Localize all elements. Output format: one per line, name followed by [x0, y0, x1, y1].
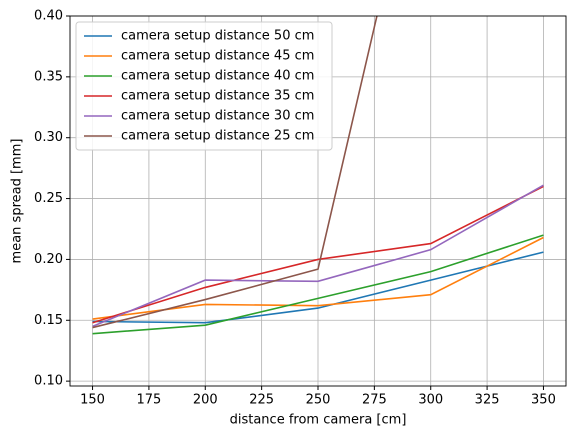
y-tick-label: 0.40 [34, 9, 63, 24]
y-axis-label: mean spread [mm] [10, 139, 25, 264]
legend-label: camera setup distance 40 cm [121, 69, 314, 84]
legend-box [75, 21, 333, 151]
x-tick-label: 300 [418, 393, 443, 408]
x-tick-label: 325 [475, 393, 500, 408]
legend-label: camera setup distance 30 cm [121, 109, 314, 124]
y-tick-label: 0.35 [34, 69, 63, 84]
series-line [92, 184, 544, 328]
series-line [92, 251, 544, 324]
x-tick-label: 275 [362, 393, 387, 408]
y-tick-label: 0.20 [34, 252, 63, 267]
axes-frame [69, 15, 567, 387]
x-tick-label: 350 [531, 393, 556, 408]
legend-label: camera setup distance 50 cm [121, 29, 314, 44]
plot-area [92, 16, 544, 335]
y-tick-label: 0.10 [34, 374, 63, 389]
y-tick-label: 0.25 [34, 191, 63, 206]
legend-label: camera setup distance 35 cm [121, 89, 314, 104]
series-line [92, 234, 544, 335]
series-line [92, 185, 544, 324]
series-line [92, 16, 378, 329]
x-axis-label: distance from camera [cm] [230, 413, 407, 428]
x-tick-label: 225 [249, 393, 274, 408]
x-tick-label: 250 [306, 393, 331, 408]
y-tick-label: 0.15 [34, 313, 63, 328]
x-tick-label: 175 [136, 393, 161, 408]
legend-label: camera setup distance 45 cm [121, 49, 314, 64]
x-tick-label: 150 [80, 393, 105, 408]
y-tick-label: 0.30 [34, 130, 63, 145]
legend-label: camera setup distance 25 cm [121, 129, 314, 144]
x-tick-label: 200 [193, 393, 218, 408]
